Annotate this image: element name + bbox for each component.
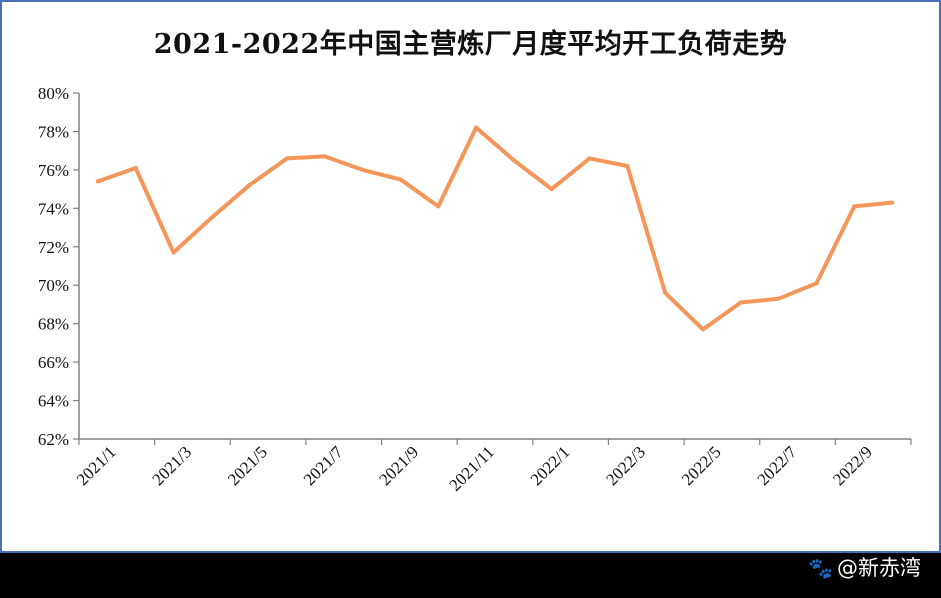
data-point — [663, 290, 668, 295]
data-point — [776, 296, 781, 301]
y-tick-label: 64% — [38, 392, 69, 411]
data-point — [133, 165, 138, 170]
x-tick-label: 2022/3 — [602, 442, 649, 489]
series-line — [95, 125, 895, 332]
data-point — [95, 179, 100, 184]
x-tick-label: 2021/3 — [148, 442, 195, 489]
data-point — [436, 204, 441, 209]
data-point — [474, 125, 479, 130]
x-tick-label: 2021/9 — [375, 442, 422, 489]
data-point — [247, 183, 252, 188]
chart-title: 2021-2022年中国主营炼厂月度平均开工负荷走势 — [153, 29, 788, 60]
y-tick-label: 66% — [38, 353, 69, 372]
y-axis-ticks: 62% 64% 66% 68% 70% 72% 74% 76% 78% 80% — [38, 84, 79, 449]
x-tick-label: 2021/7 — [300, 442, 347, 489]
paw-icon: 🐾 — [808, 556, 833, 580]
data-point — [625, 164, 630, 169]
data-point — [738, 300, 743, 305]
data-point — [587, 156, 592, 161]
y-tick-label: 62% — [38, 430, 69, 449]
y-tick-label: 80% — [38, 84, 69, 103]
data-point — [209, 215, 214, 220]
x-tick-label: 2022/9 — [829, 442, 876, 489]
y-tick-label: 68% — [38, 315, 69, 334]
x-tick-label: 2021/11 — [445, 442, 497, 494]
chart-frame — [0, 0, 941, 553]
y-tick-label: 76% — [38, 161, 69, 180]
y-tick-label: 78% — [38, 122, 69, 141]
data-point — [322, 154, 327, 159]
data-point — [852, 204, 857, 209]
data-point — [398, 177, 403, 182]
data-point — [511, 158, 516, 163]
y-tick-label: 72% — [38, 238, 69, 257]
x-tick-label: 2021/5 — [224, 442, 271, 489]
x-tick-label: 2021/1 — [73, 442, 120, 489]
series-layer — [95, 125, 895, 332]
chart-axes — [78, 93, 911, 440]
data-point — [701, 327, 705, 332]
watermark: 🐾 @新赤湾 — [808, 552, 921, 582]
data-point — [890, 200, 895, 205]
y-tick-label: 70% — [38, 276, 69, 295]
x-axis-ticks: 2021/1 2021/3 2021/5 2021/7 2021/9 2021/11 202… — [73, 439, 912, 495]
x-tick-label: 2022/5 — [678, 442, 725, 489]
data-point — [814, 281, 819, 286]
x-tick-label: 2022/7 — [754, 442, 801, 489]
chart-plot-area: 62%64%66%68%70%72%74%76%78%80% 2021/1 202… — [38, 84, 912, 495]
data-point — [171, 250, 176, 255]
watermark-text: @新赤湾 — [837, 556, 921, 580]
data-point — [360, 167, 365, 172]
x-tick-label: 2022/1 — [527, 442, 574, 489]
y-tick-label: 74% — [38, 199, 69, 218]
data-point — [285, 156, 289, 161]
data-point — [549, 187, 554, 192]
